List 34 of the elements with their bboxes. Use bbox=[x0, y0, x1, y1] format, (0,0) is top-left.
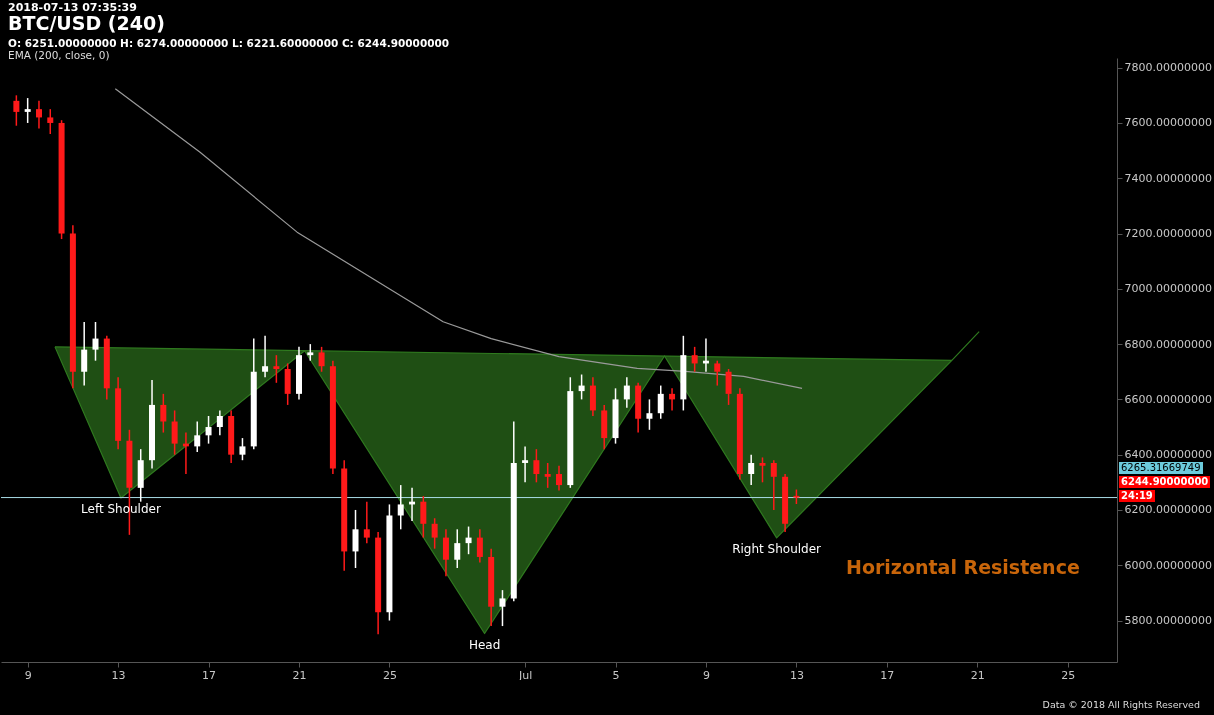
x-tick-label: Jul bbox=[517, 668, 533, 682]
text: 6244.90000000 bbox=[1119, 476, 1211, 488]
x-tick-label: 17 bbox=[202, 668, 217, 682]
text: EMA (200, close, 0) bbox=[8, 49, 110, 61]
y-tick-label: 7600.00000000 bbox=[1124, 116, 1212, 130]
y-tick-label: 7200.00000000 bbox=[1124, 227, 1212, 241]
y-tick-label: 6400.00000000 bbox=[1124, 448, 1212, 462]
y-tick-label: 7800.00000000 bbox=[1124, 61, 1212, 75]
x-tick-label: 13 bbox=[789, 668, 804, 682]
x-tick-label: 17 bbox=[880, 668, 895, 682]
text: 2018-07-13 07:35:39 bbox=[8, 1, 137, 14]
chart-subtitle: O: 6251.00000000 H: 6274.00000000 L: 6221.60000000 C: 6244.90000000 bbox=[8, 37, 450, 49]
x-tick-label: 5 bbox=[612, 668, 620, 682]
chart-title: BTC/USD (240) bbox=[8, 12, 165, 34]
annotation: Right Shoulder bbox=[732, 541, 822, 556]
x-tick-label: 9 bbox=[24, 668, 32, 682]
x-tick-label: 21 bbox=[970, 668, 985, 682]
x-tick-label: 25 bbox=[1061, 668, 1076, 682]
x-tick-label: 21 bbox=[292, 668, 307, 682]
y-tick-label: 7000.00000000 bbox=[1124, 282, 1212, 296]
annotation: Horizontal Resistence bbox=[846, 556, 1080, 578]
y-tick-label: 6000.00000000 bbox=[1124, 558, 1212, 572]
annotation: Head bbox=[468, 637, 501, 652]
text: 24:19 bbox=[1119, 490, 1155, 502]
y-tick-label: 5800.00000000 bbox=[1124, 614, 1212, 628]
x-tick-label: 25 bbox=[382, 668, 397, 682]
text: Data © 2018 All Rights Reserved bbox=[1042, 699, 1200, 710]
y-tick-label: 6800.00000000 bbox=[1124, 337, 1212, 351]
y-tick-label: 6200.00000000 bbox=[1124, 503, 1212, 517]
y-tick-label: 6600.00000000 bbox=[1124, 392, 1212, 406]
y-tick-label: 7400.00000000 bbox=[1124, 171, 1212, 185]
x-tick-label: 13 bbox=[111, 668, 126, 682]
text: 6265.31669749 bbox=[1119, 462, 1203, 474]
x-tick-label: 9 bbox=[702, 668, 710, 682]
